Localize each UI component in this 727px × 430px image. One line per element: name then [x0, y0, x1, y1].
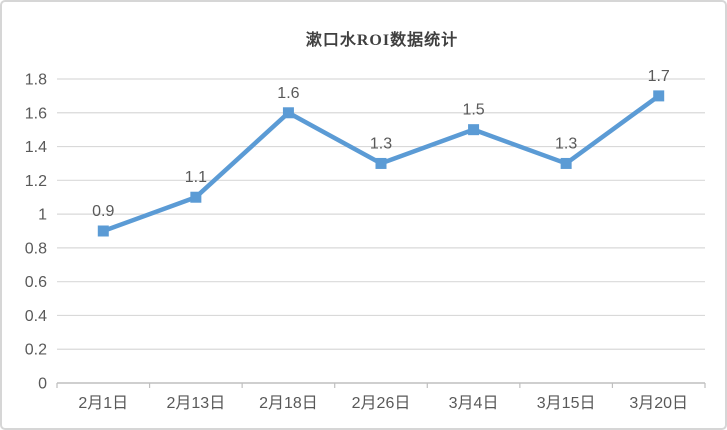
x-axis-category-label: 3月4日 [449, 395, 499, 412]
data-point-marker [468, 124, 480, 136]
data-point-marker [190, 191, 202, 203]
y-axis-tick-label: 0 [38, 376, 47, 393]
x-axis-category-label: 2月1日 [78, 395, 128, 412]
data-point-marker [282, 107, 294, 119]
data-point-label: 1.6 [277, 85, 299, 102]
y-axis-tick-label: 1.2 [25, 173, 47, 190]
y-axis-tick-label: 0.2 [25, 342, 47, 359]
y-axis-tick-label: 1.4 [25, 139, 47, 156]
x-axis-category-label: 2月26日 [352, 395, 411, 412]
data-point-marker [653, 90, 665, 102]
x-axis-category-label: 2月18日 [259, 395, 318, 412]
data-point-label: 0.9 [92, 203, 114, 220]
data-point-label: 1.5 [462, 102, 484, 119]
data-point-label: 1.7 [648, 68, 670, 85]
data-point-marker [375, 157, 387, 169]
data-point-marker [560, 157, 572, 169]
y-axis-tick-label: 0.6 [25, 274, 47, 291]
x-axis-category-label: 2月13日 [167, 395, 226, 412]
data-point-label: 1.3 [555, 135, 577, 152]
y-axis-tick-label: 1.6 [25, 105, 47, 122]
data-point-marker [97, 225, 109, 237]
x-axis-category-label: 3月15日 [537, 395, 596, 412]
chart-title: 漱口水ROI数据统计 [305, 32, 459, 49]
y-axis-tick-label: 1 [38, 207, 47, 224]
y-axis-tick-label: 0.4 [25, 308, 47, 325]
y-axis-tick-label: 1.8 [25, 72, 47, 89]
data-point-label: 1.1 [185, 169, 207, 186]
y-axis-tick-label: 0.8 [25, 240, 47, 257]
data-point-label: 1.3 [370, 135, 392, 152]
x-axis-category-label: 3月20日 [629, 395, 688, 412]
